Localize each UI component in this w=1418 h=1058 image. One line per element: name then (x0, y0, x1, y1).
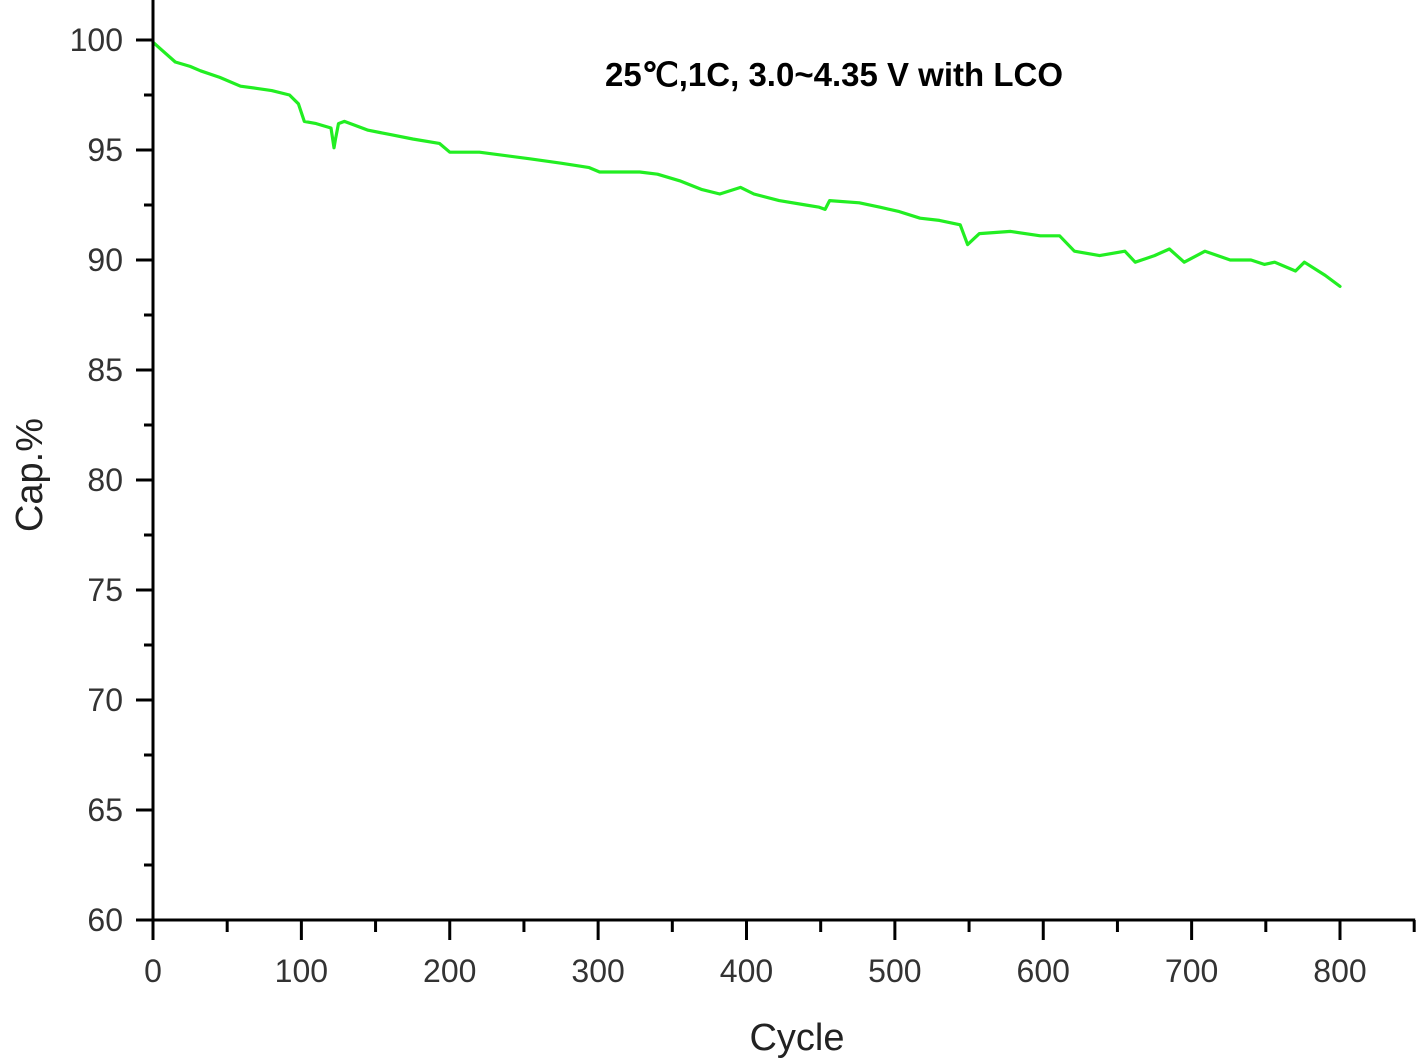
chart-annotation: 25℃,1C, 3.0~4.35 V with LCO (605, 56, 1063, 93)
series-line-0 (151, 40, 1342, 288)
x-tick-label: 800 (1313, 953, 1366, 989)
x-tick-label: 200 (423, 953, 476, 989)
x-axis-ticks: 0 100 200 300 400 500 600 700 800 (144, 920, 1416, 989)
y-axis-title: Cap.% (9, 418, 51, 532)
y-tick-label: 60 (87, 902, 123, 938)
x-axis-title: Cycle (749, 1017, 844, 1058)
axes (139, 0, 1416, 922)
y-tick-label: 90 (87, 242, 123, 278)
y-tick-label: 95 (87, 132, 123, 168)
y-tick-label: 100 (70, 22, 123, 58)
y-tick-label: 85 (87, 352, 123, 388)
x-tick-label: 100 (275, 953, 328, 989)
x-tick-label: 600 (1017, 953, 1070, 989)
y-tick-label: 70 (87, 682, 123, 718)
y-axis-ticks: 60 65 70 75 80 85 90 95 100 (70, 22, 153, 938)
y-tick-label: 75 (87, 572, 123, 608)
data-series-capacity (151, 40, 1342, 288)
x-tick-label: 400 (720, 953, 773, 989)
x-tick-label: 700 (1165, 953, 1218, 989)
x-tick-label: 500 (868, 953, 921, 989)
y-tick-label: 65 (87, 792, 123, 828)
x-tick-label: 0 (144, 953, 162, 989)
x-tick-label: 300 (571, 953, 624, 989)
y-tick-label: 80 (87, 462, 123, 498)
